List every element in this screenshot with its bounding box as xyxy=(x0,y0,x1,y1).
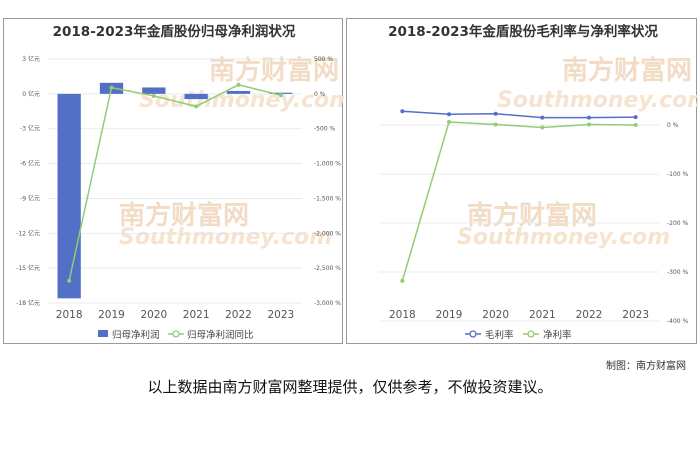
plot-area: 3 亿元 0 亿元 -3 亿元 -6 亿元 -9 亿元 -12 亿元 -15 亿元 -18 亿… xyxy=(16,55,341,321)
legend: 毛利率 净利率 xyxy=(465,329,572,341)
data-point xyxy=(109,85,114,90)
x-axis-tick-label: 2019 xyxy=(98,309,125,321)
right-axis-tick-label: -400 % xyxy=(667,318,689,325)
data-point xyxy=(194,104,199,109)
legend-label: 归母净利润 xyxy=(112,329,160,341)
left-axis-tick-label: 3 亿元 xyxy=(22,55,40,63)
legend-label: 净利率 xyxy=(543,329,572,341)
legend-label: 归母净利润同比 xyxy=(187,329,254,341)
net-profit-chart: 南方财富网 南方财富网 Southmoney.com Southmoney.co… xyxy=(16,23,344,341)
left-axis-tick-label: 0 亿元 xyxy=(22,90,40,98)
watermark-text: Southmoney.com xyxy=(497,88,698,113)
left-axis-tick-label: -12 亿元 xyxy=(16,229,40,237)
data-point xyxy=(633,123,638,127)
data-point xyxy=(151,93,156,98)
disclaimer-text: 以上数据由南方财富网整理提供，仅供参考，不做投资建议。 xyxy=(147,378,553,396)
left-axis-tick-label: -9 亿元 xyxy=(20,194,40,202)
chart-title: 2018-2023年金盾股份归母净利润状况 xyxy=(53,23,296,40)
watermark-layer: 南方财富网 南方财富网 Southmoney.com Southmoney.co… xyxy=(119,55,344,250)
right-axis-tick-label: -1,500 % xyxy=(314,195,341,202)
x-axis-tick-label: 2020 xyxy=(482,309,509,321)
right-axis-tick-label: 0 % xyxy=(667,122,679,129)
bar xyxy=(142,87,166,94)
x-axis-tick-label: 2019 xyxy=(436,309,463,321)
x-axis-tick-label: 2023 xyxy=(267,309,294,321)
data-point xyxy=(447,112,451,117)
data-point xyxy=(587,115,591,120)
data-point xyxy=(633,115,638,120)
right-axis-tick-label: 500 % xyxy=(314,56,333,63)
data-point xyxy=(540,125,545,130)
plot-area: 0 % -100 % -200 % -300 % -400 % 2018 2019 2020 2… xyxy=(379,109,689,325)
data-point xyxy=(493,122,498,127)
x-axis-tick-label: 2022 xyxy=(576,309,603,321)
x-axis-tick-label: 2022 xyxy=(225,309,252,321)
x-axis-tick-label: 2021 xyxy=(529,309,556,321)
legend-swatch-marker xyxy=(172,330,180,338)
x-axis-tick-label: 2020 xyxy=(140,309,167,321)
margin-chart: 南方财富网 南方财富网 Southmoney.com Southmoney.co… xyxy=(379,23,698,341)
watermark-text: Southmoney.com xyxy=(119,225,332,250)
legend-label: 毛利率 xyxy=(485,329,514,341)
left-axis-tick-label: -3 亿元 xyxy=(20,125,40,133)
legend-swatch-bar xyxy=(98,330,108,337)
right-axis-tick-label: -2,500 % xyxy=(314,265,341,272)
data-point xyxy=(400,109,405,114)
data-point xyxy=(67,278,72,283)
right-axis-tick-label: -500 % xyxy=(314,126,336,133)
chart-title: 2018-2023年金盾股份毛利率与净利率状况 xyxy=(388,23,658,40)
series-line-gross-margin xyxy=(402,110,636,119)
data-point xyxy=(278,93,283,98)
right-axis-tick-label: -200 % xyxy=(667,220,689,227)
right-axis-tick-label: -3,000 % xyxy=(314,300,341,307)
watermark-text: 南方财富网 xyxy=(467,200,597,231)
right-axis-tick-label: -2,000 % xyxy=(314,230,341,237)
series-line-net-margin xyxy=(401,121,636,282)
right-axis-tick-label: -1,000 % xyxy=(314,161,341,168)
x-axis-tick-label: 2023 xyxy=(622,309,649,321)
bar xyxy=(57,93,81,299)
data-point xyxy=(493,111,498,116)
x-axis-tick-label: 2018 xyxy=(56,309,83,321)
watermark-layer: 南方财富网 南方财富网 Southmoney.com Southmoney.co… xyxy=(457,55,698,250)
data-point xyxy=(400,278,405,283)
right-axis-tick-label: -300 % xyxy=(667,269,689,276)
watermark-text: 南方财富网 xyxy=(209,55,339,86)
bar xyxy=(226,90,251,94)
right-axis-tick-label: 0 % xyxy=(314,91,326,98)
data-point xyxy=(236,82,241,87)
left-axis-tick-label: -6 亿元 xyxy=(20,160,40,168)
watermark-text: 南方财富网 xyxy=(562,55,692,86)
margin-chart-panel: 南方财富网 南方财富网 Southmoney.com Southmoney.co… xyxy=(346,18,698,344)
data-point xyxy=(447,120,451,125)
chart-credit: 制图：南方财富网 xyxy=(606,361,686,372)
watermark-text: Southmoney.com xyxy=(457,225,670,250)
x-axis-tick-label: 2021 xyxy=(183,309,210,321)
series-line-yoy xyxy=(68,83,282,281)
x-axis-tick-label: 2018 xyxy=(389,309,416,321)
net-profit-chart-panel: 南方财富网 南方财富网 Southmoney.com Southmoney.co… xyxy=(3,18,344,344)
legend: 归母净利润 归母净利润同比 xyxy=(98,329,254,341)
right-axis-tick-label: -100 % xyxy=(667,171,689,178)
legend-swatch-marker xyxy=(527,330,535,338)
data-point xyxy=(540,115,545,120)
watermark-text: 南方财富网 xyxy=(119,200,249,231)
legend-swatch-marker xyxy=(469,330,477,338)
data-point xyxy=(587,122,591,127)
bar xyxy=(184,93,208,100)
left-axis-tick-label: -18 亿元 xyxy=(16,299,40,307)
left-axis-tick-label: -15 亿元 xyxy=(16,264,40,272)
